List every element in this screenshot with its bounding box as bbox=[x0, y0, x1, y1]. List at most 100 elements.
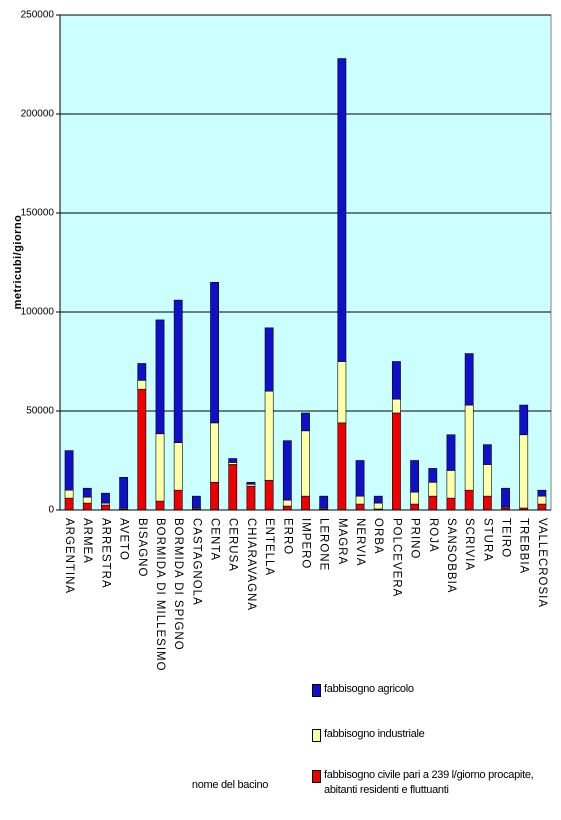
bar-segment bbox=[264, 390, 274, 481]
bar-segment bbox=[519, 434, 529, 509]
y-tick-label: 150000 bbox=[21, 208, 55, 219]
bar-segment bbox=[64, 497, 74, 511]
x-tick-label: CENTA bbox=[209, 518, 221, 561]
x-tick-label: SANSOBBIA bbox=[445, 518, 457, 593]
x-tick-label: BISAGNO bbox=[136, 518, 148, 577]
x-tick-label: CHIARAVAGNA bbox=[245, 518, 257, 611]
bar-segment bbox=[64, 489, 74, 499]
bar-segment bbox=[537, 503, 547, 511]
bar-segment bbox=[537, 489, 547, 497]
bar-segment bbox=[155, 319, 165, 435]
bar-segment bbox=[191, 495, 201, 509]
x-axis-label: nome del bacino bbox=[192, 779, 268, 791]
bar-segment bbox=[410, 491, 420, 505]
bar-segment bbox=[137, 380, 147, 390]
x-tick-label: BORMIDA DI MILLESIMO bbox=[154, 518, 166, 672]
bar-segment bbox=[464, 489, 474, 511]
x-tick-label: LERONE bbox=[318, 518, 330, 571]
bar-segment bbox=[155, 433, 165, 502]
bar-segment bbox=[392, 361, 401, 400]
bar-segment bbox=[282, 505, 292, 511]
bar-segment bbox=[101, 492, 110, 504]
x-tick-label: TEIRO bbox=[500, 518, 512, 558]
bar-segment bbox=[173, 442, 183, 491]
x-tick-label: TREBBIA bbox=[518, 518, 530, 574]
bar-segment bbox=[355, 495, 365, 505]
bar-segment bbox=[82, 487, 92, 498]
bar-segment bbox=[337, 361, 347, 424]
bar-segment bbox=[64, 450, 74, 491]
bar-segment bbox=[537, 495, 547, 505]
bar-segment bbox=[446, 497, 456, 511]
x-tick-label: SCRIVIA bbox=[463, 518, 475, 571]
bar-segment bbox=[337, 422, 347, 511]
bar-segment bbox=[446, 434, 456, 471]
bar-segment bbox=[319, 495, 329, 509]
legend-item: fabbisogno civile pari a 239 l/giorno pr… bbox=[312, 768, 547, 798]
legend-swatch bbox=[312, 684, 321, 697]
y-tick-label: 250000 bbox=[21, 10, 55, 21]
x-tick-label: ENTELLA bbox=[263, 518, 275, 576]
x-tick-label: BORMIDA DI SPIGNO bbox=[172, 518, 184, 651]
bar-segment bbox=[246, 481, 256, 485]
bar-segment bbox=[428, 468, 438, 483]
bar-segment bbox=[392, 412, 401, 511]
bar-segment bbox=[355, 460, 365, 497]
y-axis-label: metricubi/giorno bbox=[12, 215, 24, 310]
bar-segment bbox=[428, 495, 438, 511]
y-tick-label: 100000 bbox=[21, 307, 55, 318]
x-tick-label: VALLECROSIA bbox=[536, 518, 548, 608]
bar-segment bbox=[101, 504, 110, 511]
legend-item: fabbisogno industriale bbox=[312, 727, 547, 742]
bar-segment bbox=[228, 464, 238, 511]
bar-segment bbox=[301, 412, 310, 432]
bar-segment bbox=[210, 281, 219, 424]
bar-segment bbox=[446, 470, 456, 499]
bar-segment bbox=[373, 495, 383, 504]
x-tick-label: MAGRA bbox=[336, 518, 348, 565]
x-tick-label: CASTAGNOLA bbox=[190, 518, 202, 606]
legend-swatch bbox=[312, 770, 321, 783]
bar-segment bbox=[482, 495, 492, 511]
bar-segment bbox=[246, 485, 256, 511]
bar-segment bbox=[137, 363, 147, 381]
bar-segment bbox=[119, 477, 129, 509]
bar-segment bbox=[410, 503, 420, 511]
bar-segment bbox=[519, 404, 529, 436]
bar-segment bbox=[210, 422, 219, 483]
x-tick-label: ERRO bbox=[281, 518, 293, 555]
x-tick-label: CERUSA bbox=[227, 518, 239, 572]
x-tick-label: AVETO bbox=[118, 518, 130, 561]
bar-segment bbox=[282, 499, 292, 507]
bar-segment bbox=[428, 481, 438, 497]
bar-segment bbox=[264, 479, 274, 511]
x-tick-label: STURA bbox=[481, 518, 493, 562]
bar-segment bbox=[82, 502, 92, 511]
legend-label: fabbisogno industriale bbox=[324, 728, 425, 740]
legend-label: fabbisogno civile pari a 239 l/giorno pr… bbox=[324, 769, 534, 796]
bar-segment bbox=[264, 327, 274, 392]
bar-segment bbox=[301, 430, 310, 497]
x-tick-label: NERVIA bbox=[354, 518, 366, 567]
bar-segment bbox=[173, 489, 183, 511]
bar-segment bbox=[228, 458, 238, 463]
y-tick-label: 200000 bbox=[21, 109, 55, 120]
x-tick-label: IMPERO bbox=[299, 518, 311, 569]
bar-segment bbox=[173, 299, 183, 443]
bar-segment bbox=[501, 487, 510, 508]
legend-swatch bbox=[312, 729, 321, 742]
bar-segment bbox=[482, 464, 492, 497]
bar-segment bbox=[355, 503, 365, 511]
bar-segment bbox=[373, 502, 383, 510]
x-tick-label: ARRESTRA bbox=[99, 518, 111, 589]
bar-segment bbox=[464, 404, 474, 491]
x-tick-label: ORBA bbox=[372, 518, 384, 555]
x-tick-label: ARMEA bbox=[81, 518, 93, 564]
x-tick-label: ROJA bbox=[427, 518, 439, 553]
bar-segment bbox=[482, 444, 492, 465]
y-tick-label: 50000 bbox=[26, 406, 54, 417]
bar-segment bbox=[301, 495, 310, 511]
bar-segment bbox=[210, 481, 219, 511]
x-tick-label: POLCEVERA bbox=[390, 518, 402, 597]
